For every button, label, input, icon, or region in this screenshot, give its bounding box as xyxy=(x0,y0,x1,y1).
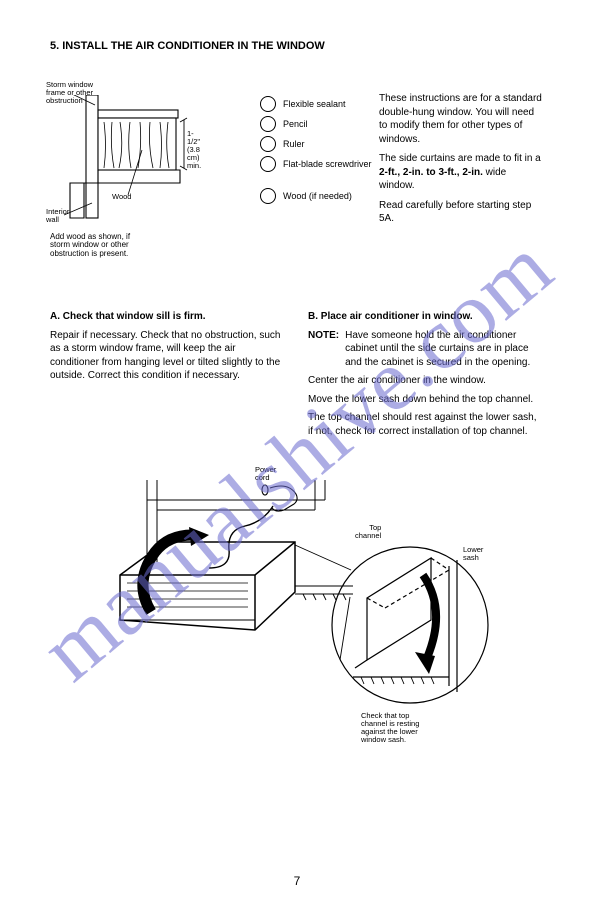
material-ruler: Ruler xyxy=(283,139,305,149)
steps-ab: A. Check that window sill is firm. Repai… xyxy=(50,310,544,443)
materials-list: Flexible sealant Pencil Ruler Flat-blade… xyxy=(260,94,372,206)
intro-text: These instructions are for a standard do… xyxy=(379,92,544,232)
step-a-body: Repair if necessary. Check that no obstr… xyxy=(50,329,286,383)
label-power-cord: Powercord xyxy=(255,466,276,482)
intro-p3: Read carefully before starting step 5A. xyxy=(379,199,544,226)
material-sealant: Flexible sealant xyxy=(283,99,346,109)
label-top-channel: Topchannel xyxy=(355,524,381,540)
circle-icon xyxy=(260,156,276,172)
label-check-channel: Check that topchannel is restingagainst … xyxy=(361,712,471,744)
label-storm-window: Storm windowframe or otherobstruction xyxy=(46,81,116,105)
note-label: NOTE: xyxy=(308,329,339,370)
step-b-p3: The top channel should rest against the … xyxy=(308,411,544,438)
figure-install: Powercord Topchannel Lowersash Check tha… xyxy=(105,480,495,740)
label-interior-wall: Interiorwall xyxy=(46,208,69,224)
page-number: 7 xyxy=(0,874,594,888)
label-wood: Wood xyxy=(112,193,131,201)
circle-icon xyxy=(260,96,276,112)
note-body: Have someone hold the air conditioner ca… xyxy=(345,329,544,370)
label-lower-sash: Lowersash xyxy=(463,546,483,562)
section-heading: 5. INSTALL THE AIR CONDITIONER IN THE WI… xyxy=(50,40,544,52)
circle-icon xyxy=(260,116,276,132)
intro-p2-size: 2-ft., 2-in. to 3-ft., 2-in. xyxy=(379,167,483,178)
sill-note-3: obstruction is present. xyxy=(50,249,128,258)
circle-icon xyxy=(260,136,276,152)
intro-p2-pre: The side curtains are made to fit in a xyxy=(379,153,541,164)
label-dimension: 1-1/2"(3.8 cm)min. xyxy=(187,130,205,169)
step-b-p1: Center the air conditioner in the window… xyxy=(308,374,544,388)
material-flat: Flat-blade screwdriver xyxy=(283,159,372,169)
circle-icon xyxy=(260,188,276,204)
intro-p1: These instructions are for a standard do… xyxy=(379,92,544,146)
step-b-heading: B. Place air conditioner in window. xyxy=(308,310,544,324)
material-wood: Wood (if needed) xyxy=(283,191,352,201)
step-b-p2: Move the lower sash down behind the top … xyxy=(308,393,544,407)
material-pencil: Pencil xyxy=(283,119,308,129)
step-a-heading: A. Check that window sill is firm. xyxy=(50,310,286,324)
figure-window-sill: Storm windowframe or otherobstruction In… xyxy=(50,95,205,230)
